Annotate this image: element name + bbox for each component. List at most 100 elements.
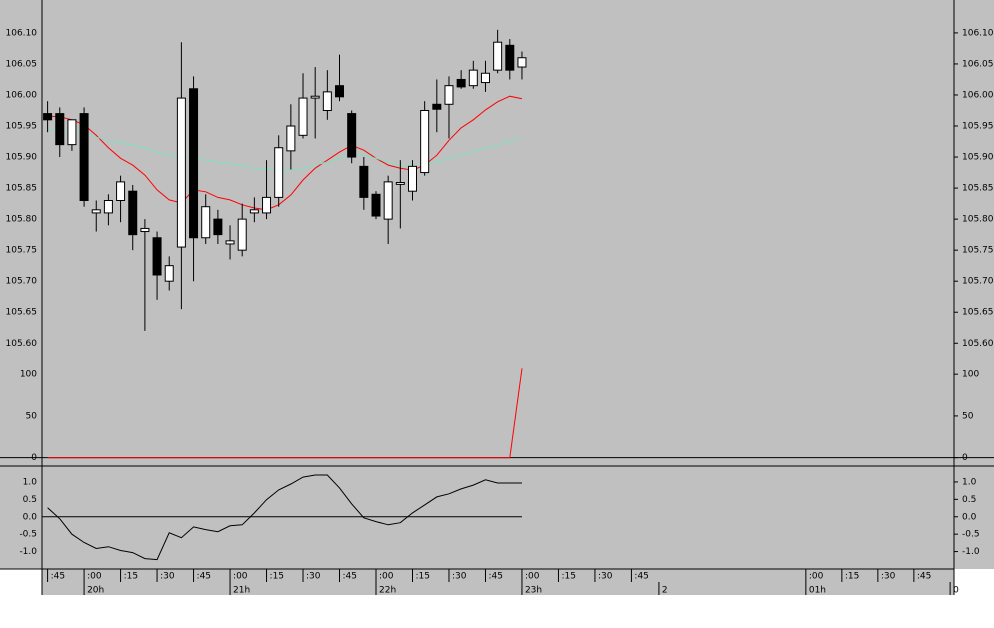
candle-body [67, 119, 77, 146]
y-tick-label: 1.0 [962, 477, 977, 487]
candle-body [286, 125, 296, 152]
x-hour-label: 23h [525, 586, 542, 596]
candle-body [116, 181, 126, 202]
x-hour-label: 22h [379, 586, 396, 596]
candle-body [298, 97, 308, 136]
candle-body [359, 165, 369, 198]
x-tick-label: :30 [881, 572, 896, 582]
y-tick-label: -1.0 [19, 547, 37, 557]
y-tick-label: 105.95 [6, 122, 38, 132]
y-tick-label: 105.75 [6, 246, 38, 256]
x-tick-label: :15 [845, 572, 859, 582]
y-tick-label: 105.80 [962, 215, 994, 225]
y-tick-label: 105.65 [6, 308, 38, 318]
x-tick-label: :30 [306, 572, 321, 582]
y-tick-label: -1.0 [962, 547, 980, 557]
candle-body [395, 182, 405, 185]
x-tick-label: :30 [598, 572, 613, 582]
candle-body [213, 218, 223, 236]
x-hour-label: 2 [662, 586, 668, 596]
x-hour-label: 0 [953, 586, 959, 596]
y-tick-label: 106.10 [6, 28, 38, 38]
candle-body [152, 237, 162, 276]
candle-body [444, 85, 454, 105]
candle-body [480, 72, 490, 84]
x-hour-label: 20h [87, 586, 104, 596]
candle-body [189, 88, 199, 239]
candle-body [128, 190, 138, 236]
x-tick-label: :00 [525, 572, 540, 582]
x-tick-label: :00 [233, 572, 248, 582]
x-tick-label: :45 [197, 572, 211, 582]
y-tick-label: 105.75 [962, 246, 994, 256]
candle-body [371, 193, 381, 217]
y-tick-label: 105.60 [6, 339, 38, 349]
candle-body [505, 44, 515, 71]
x-tick-label: :45 [343, 572, 357, 582]
y-tick-label: 106.00 [6, 90, 38, 100]
y-tick-label: 105.85 [6, 184, 38, 194]
y-tick-label: 50 [962, 411, 974, 421]
candle-body [176, 97, 186, 248]
candle-body [383, 181, 393, 220]
candle-body [164, 265, 174, 282]
candle-body [517, 57, 527, 68]
x-tick-label: :15 [270, 572, 284, 582]
y-tick-label: 0.5 [962, 495, 976, 505]
y-tick-label: 106.10 [962, 28, 994, 38]
y-tick-label: 1.0 [23, 477, 38, 487]
candle-body [322, 91, 332, 111]
x-tick-label: :45 [917, 572, 931, 582]
candle-body [335, 85, 345, 98]
y-tick-label: 105.70 [962, 277, 994, 287]
candle-body [140, 227, 150, 233]
candle-body [310, 95, 320, 99]
candle-body [79, 113, 89, 202]
y-tick-label: 106.05 [962, 59, 994, 69]
y-tick-label: -0.5 [19, 530, 37, 540]
candle-body [201, 206, 211, 239]
moving-average [47, 95, 523, 211]
y-tick-label: 0.0 [23, 512, 38, 522]
candle-body [91, 209, 101, 214]
y-tick-label: 105.65 [962, 308, 994, 318]
candle-body [456, 78, 466, 88]
candle-body [274, 147, 284, 198]
y-tick-label: 50 [26, 411, 38, 421]
x-tick-label: :30 [160, 572, 175, 582]
chart-background [0, 0, 994, 569]
candle-body [237, 218, 247, 251]
x-tick-label: :15 [124, 572, 138, 582]
y-tick-label: 100 [962, 370, 979, 380]
candle-body [103, 200, 113, 214]
x-tick-label: :15 [561, 572, 575, 582]
y-tick-label: 105.70 [6, 277, 38, 287]
y-tick-label: 105.95 [962, 122, 994, 132]
y-tick-label: 105.60 [962, 339, 994, 349]
candle-body [347, 113, 357, 158]
candle-body [468, 69, 478, 87]
y-tick-label: 106.00 [962, 90, 994, 100]
candle-body [249, 209, 259, 214]
x-tick-label: :15 [415, 572, 429, 582]
y-tick-label: 105.90 [6, 153, 38, 163]
candle-body [493, 41, 503, 71]
candle-body [55, 113, 65, 146]
x-tick-label: :45 [488, 572, 502, 582]
x-hour-label: 01h [809, 586, 826, 596]
candle-body [43, 113, 53, 121]
y-tick-label: 0.0 [962, 512, 977, 522]
x-tick-label: :00 [379, 572, 394, 582]
y-tick-label: 100 [20, 370, 37, 380]
y-tick-label: 105.80 [6, 215, 38, 225]
candle-body [407, 165, 417, 192]
y-tick-label: 105.85 [962, 184, 994, 194]
y-tick-label: 105.90 [962, 153, 994, 163]
candle-body [420, 109, 430, 174]
indicator-line [47, 368, 523, 459]
candle-body [225, 240, 235, 245]
moving-average [47, 129, 523, 171]
y-tick-label: 106.05 [6, 59, 38, 69]
indicator-line [47, 474, 522, 561]
